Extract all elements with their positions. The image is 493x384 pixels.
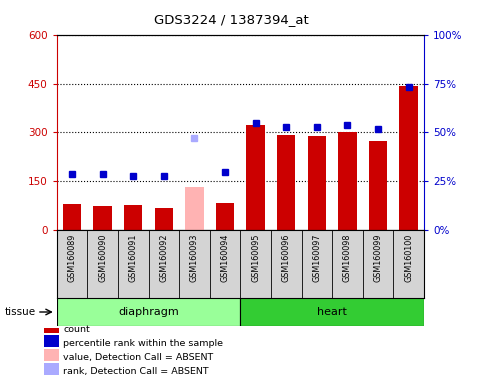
Bar xyxy=(44,321,59,333)
Text: tissue: tissue xyxy=(5,307,36,317)
Text: GSM160094: GSM160094 xyxy=(220,234,230,282)
Text: rank, Detection Call = ABSENT: rank, Detection Call = ABSENT xyxy=(63,367,209,376)
Text: GSM160095: GSM160095 xyxy=(251,234,260,282)
Bar xyxy=(369,141,387,230)
Bar xyxy=(277,135,295,230)
Bar xyxy=(155,208,173,230)
Bar xyxy=(94,205,112,230)
Text: diaphragm: diaphragm xyxy=(118,307,179,317)
Text: GSM160089: GSM160089 xyxy=(68,234,76,282)
Bar xyxy=(399,86,418,230)
Text: percentile rank within the sample: percentile rank within the sample xyxy=(63,339,223,348)
Bar xyxy=(185,187,204,230)
Text: GSM160096: GSM160096 xyxy=(282,234,291,282)
Bar xyxy=(44,335,59,347)
Text: GSM160099: GSM160099 xyxy=(374,234,383,282)
Text: GSM160091: GSM160091 xyxy=(129,234,138,282)
Bar xyxy=(44,363,59,375)
Text: GSM160090: GSM160090 xyxy=(98,234,107,282)
Text: heart: heart xyxy=(317,307,347,317)
Text: GSM160100: GSM160100 xyxy=(404,234,413,282)
Bar xyxy=(308,136,326,230)
Text: count: count xyxy=(63,326,90,334)
Text: GSM160092: GSM160092 xyxy=(159,234,168,282)
Bar xyxy=(44,349,59,361)
Bar xyxy=(63,204,81,230)
Text: GSM160093: GSM160093 xyxy=(190,234,199,282)
Text: GSM160097: GSM160097 xyxy=(313,234,321,282)
Text: GDS3224 / 1387394_at: GDS3224 / 1387394_at xyxy=(154,13,309,26)
Bar xyxy=(338,132,356,230)
Bar xyxy=(246,125,265,230)
Text: value, Detection Call = ABSENT: value, Detection Call = ABSENT xyxy=(63,353,213,362)
Bar xyxy=(216,203,234,230)
Bar xyxy=(241,298,424,326)
Bar xyxy=(124,205,142,230)
Bar xyxy=(57,298,241,326)
Text: GSM160098: GSM160098 xyxy=(343,234,352,282)
